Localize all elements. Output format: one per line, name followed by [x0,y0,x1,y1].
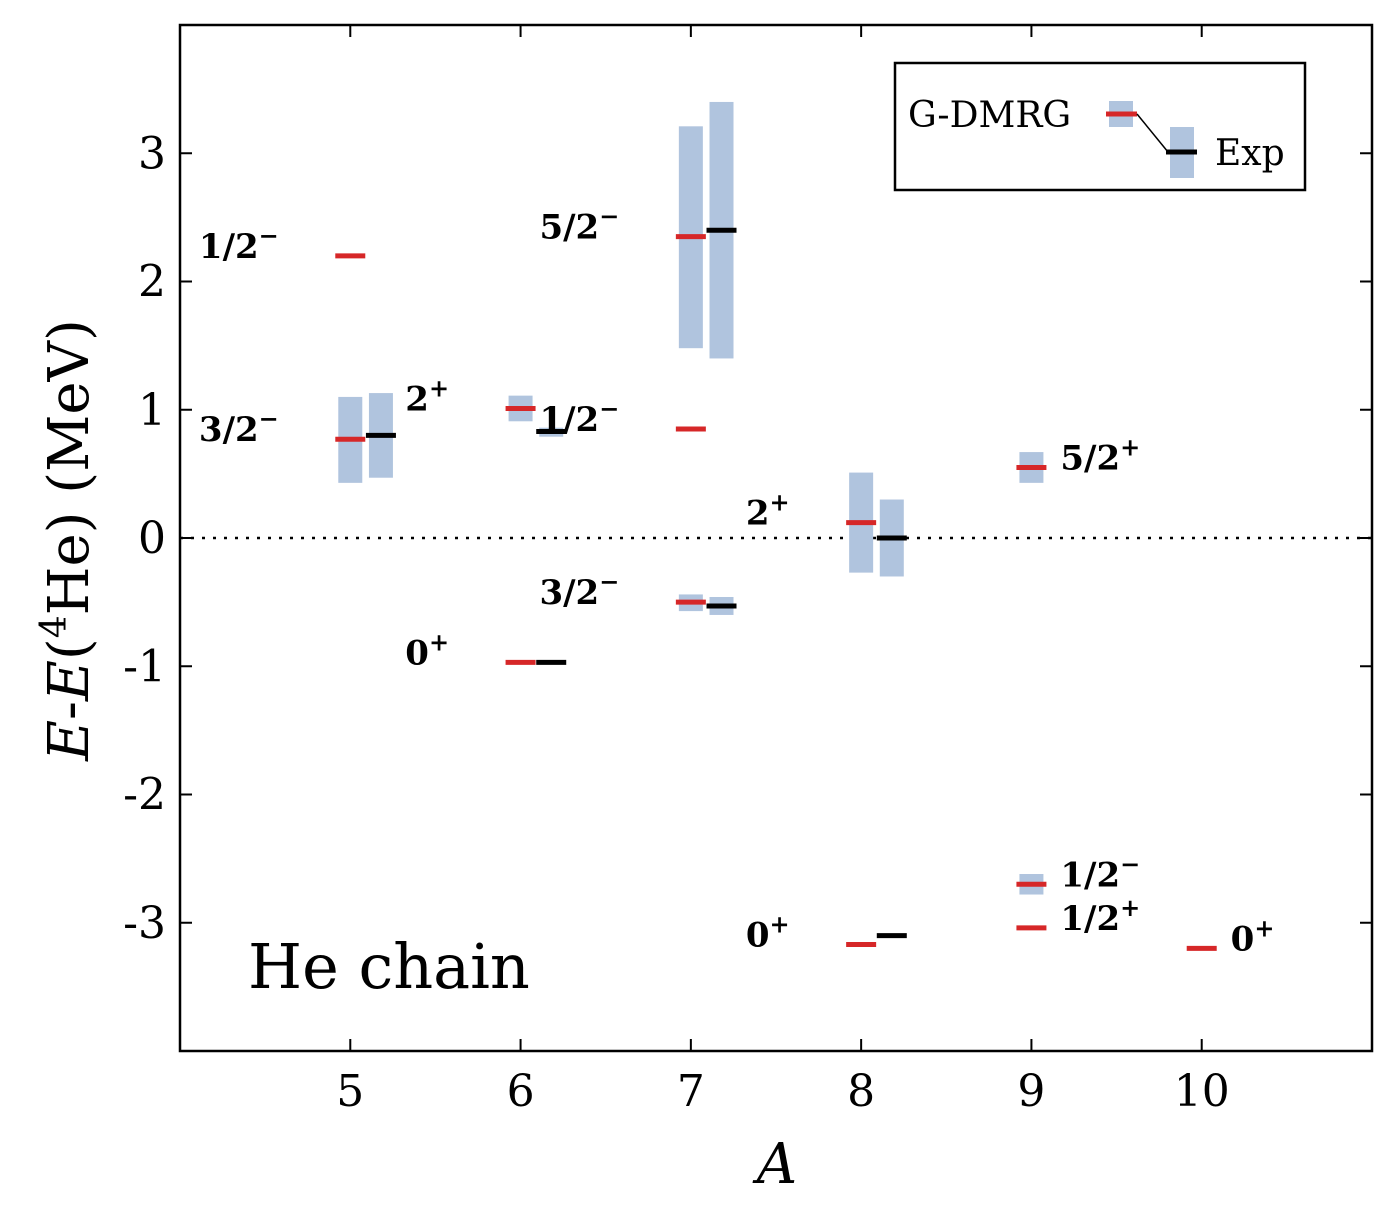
x-tick-label: 5 [336,1066,364,1117]
state-label: 0+ [1231,913,1275,959]
x-tick-label: 8 [847,1066,875,1117]
y-tick-label: -2 [123,770,166,821]
state-label: 3/2− [539,567,619,613]
width-bands [338,101,1044,895]
state-label: 0+ [746,910,790,956]
y-tick-label: 2 [138,257,166,308]
axis-ticks [180,25,1372,1051]
legend-gdmrg-label: G-DMRG [908,95,1071,136]
x-axis-title: A [752,1132,797,1197]
state-label: 5/2− [539,202,619,248]
state-label: 0+ [405,627,449,673]
y-axis-title: E-E(4He) (MeV) [34,319,102,762]
y-tick-label: 0 [138,513,166,564]
state-label: 1/2− [539,394,619,440]
y-tick-label: 1 [138,385,166,436]
x-tick-label: 9 [1017,1066,1045,1117]
state-label: 2+ [405,373,449,419]
x-tick-label: 6 [507,1066,535,1117]
state-label: 3/2− [199,404,279,450]
legend: G-DMRG Exp [893,61,1307,192]
y-tick-labels: -3 -2 -1 0 1 2 3 [123,128,166,949]
legend-exp-label: Exp [1215,133,1285,174]
y-tick-label: -1 [123,641,166,692]
legend-box [893,61,1307,192]
state-label: 2+ [746,488,790,534]
state-label: 1/2− [199,221,279,267]
state-label: 1/2− [1060,849,1140,895]
x-tick-labels: 5 6 7 8 9 10 [336,1066,1229,1117]
panel-label: He chain [248,930,530,1003]
y-tick-label: 3 [138,128,166,179]
x-tick-label: 10 [1174,1066,1230,1117]
x-tick-label: 7 [677,1066,705,1117]
energy-levels [335,227,1217,951]
state-label: 5/2+ [1060,432,1140,478]
legend-connector [1136,113,1169,153]
state-label: 1/2+ [1060,893,1140,939]
y-tick-label: -3 [123,898,166,949]
state-labels: 3/2−1/2−0+2+3/2−1/2−5/2−0+2+1/2+1/2−5/2+… [199,202,1275,960]
